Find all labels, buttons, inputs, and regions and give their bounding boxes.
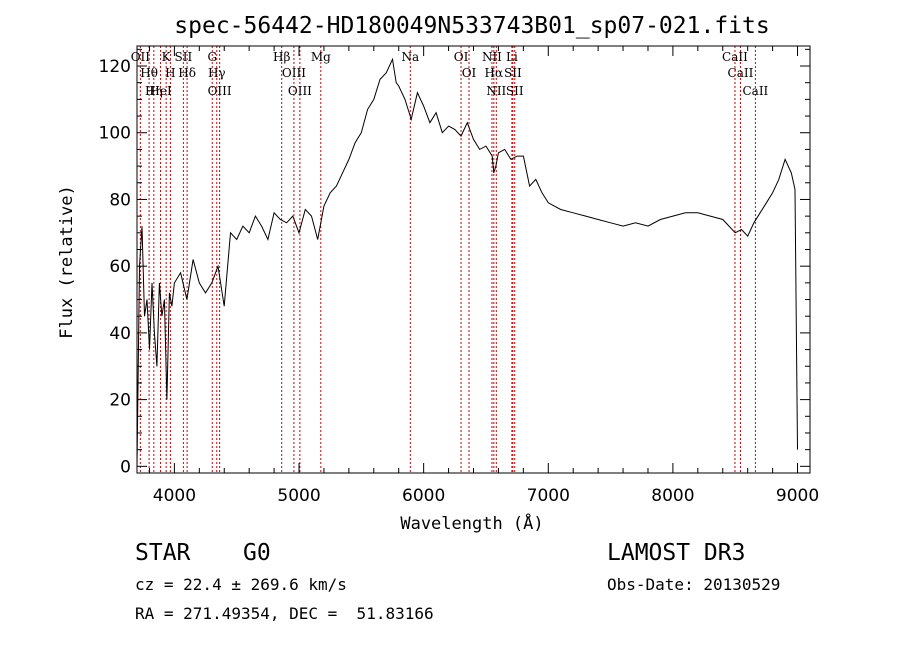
spectrum-line	[136, 57, 798, 467]
line-label: OII	[131, 50, 151, 64]
line-label: CaII	[728, 66, 754, 80]
line-label: SII	[504, 66, 522, 80]
y-tick-label: 80	[109, 190, 131, 210]
line-label: OIII	[288, 84, 312, 98]
x-tick-label: 5000	[277, 486, 320, 506]
line-label: Hθ	[140, 66, 158, 80]
y-axis-label: Flux (relative)	[57, 185, 77, 339]
line-label: H	[165, 66, 175, 80]
line-label: HeI	[149, 84, 172, 98]
y-tick-label: 120	[99, 57, 131, 77]
x-tick-label: 6000	[402, 486, 445, 506]
line-label: OIII	[282, 66, 306, 80]
x-axis-ticks: 4000 5000 6000 7000 8000 9000	[148, 46, 819, 506]
line-label: Hγ	[208, 66, 226, 80]
line-label: Hα	[485, 66, 504, 80]
obs-date: Obs-Date: 20130529	[607, 575, 781, 594]
x-tick-label: 7000	[527, 486, 570, 506]
spectral-line-markers	[139, 46, 756, 473]
y-tick-label: 40	[109, 324, 131, 344]
line-label: K	[162, 50, 172, 64]
line-label: NII	[486, 84, 506, 98]
plot-frame	[136, 45, 811, 474]
y-tick-label: 0	[120, 457, 131, 477]
x-tick-label: 8000	[651, 486, 694, 506]
line-label: G	[207, 50, 217, 64]
y-axis-ticks: 0 20 40 60 80 100 120	[99, 48, 810, 477]
survey-name: LAMOST DR3	[607, 540, 746, 566]
object-type: STAR	[135, 540, 191, 566]
line-label: OIII	[208, 84, 232, 98]
line-label: Mg	[311, 50, 331, 64]
y-tick-label: 100	[99, 124, 131, 144]
line-label: SII	[506, 84, 524, 98]
line-label: Na	[401, 50, 419, 64]
line-label: OI	[462, 66, 477, 80]
line-label: Hη	[145, 84, 163, 98]
subclass: G0	[243, 540, 271, 566]
y-tick-label: 20	[109, 391, 131, 411]
line-label: SII	[175, 50, 193, 64]
chart-title: spec-56442-HD180049N533743B01_sp07-021.f…	[174, 13, 769, 39]
line-label: NII	[482, 50, 502, 64]
line-label: Li	[506, 50, 518, 64]
line-label: Hβ	[273, 50, 290, 64]
x-axis-label: Wavelength (Å)	[400, 512, 543, 534]
coordinates: RA = 271.49354, DEC = 51.83166	[135, 604, 434, 623]
line-label: Hδ	[178, 66, 196, 80]
line-label: OI	[454, 50, 469, 64]
line-label: CaII	[722, 50, 748, 64]
line-label: CaII	[742, 84, 768, 98]
cz-value: cz = 22.4 ± 269.6 km/s	[135, 575, 347, 594]
y-tick-label: 60	[109, 257, 131, 277]
x-tick-label: 4000	[153, 486, 196, 506]
x-tick-label: 9000	[776, 486, 819, 506]
